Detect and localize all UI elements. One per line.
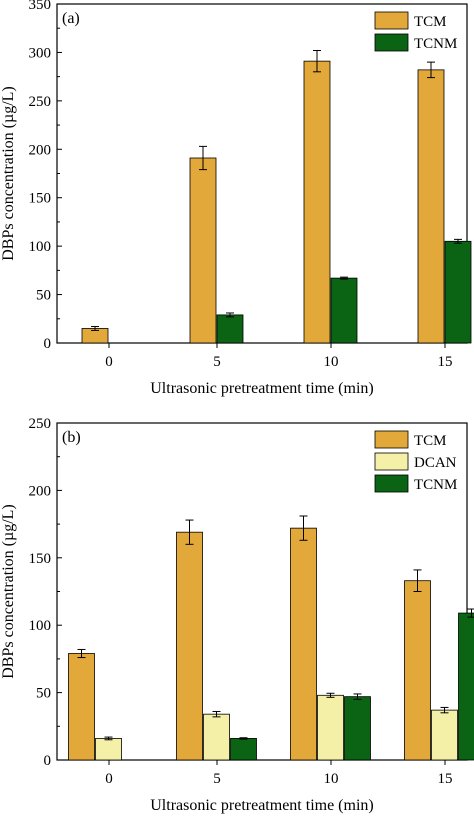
x-tick-label: 10 [324,354,339,370]
y-tick-label: 100 [29,239,52,255]
bar-tcm [303,60,331,344]
bar-tcm [189,157,217,344]
x-axis-title: Ultrasonic pretreatment time (min) [150,797,373,814]
y-tick-label: 150 [29,191,52,207]
y-tick-label: 250 [29,94,52,110]
x-axis-title: Ultrasonic pretreatment time (min) [150,380,373,397]
y-tick-label: 300 [29,45,52,61]
panel-b: (b) 0 50 100 150 200 250 0 5 10 15 TCM DCAN TCNM Ultra… [0,416,474,814]
y-tick-label: 0 [44,336,52,352]
panel-label: (a) [62,10,80,27]
legend-label: TCNM [414,477,457,493]
bar-tcm [68,653,95,761]
bar-tcnm [330,277,358,344]
plot-frame [56,3,468,344]
y-tick-label: 200 [29,142,52,158]
legend-label: DCAN [414,455,457,471]
bar-tcnm [344,696,371,761]
panel-label: (b) [62,429,81,446]
legend-swatch-tcm [374,11,409,30]
legend-label: TCM [414,433,447,449]
y-axis-title: DBPs concentration (µg/L) [0,504,17,679]
legend-label: TCNM [414,36,457,52]
bar-dcan [95,738,122,761]
y-tick-label: 250 [29,416,52,432]
y-tick-label: 200 [29,483,52,499]
bar-tcm [176,531,203,761]
x-tick-label: 0 [105,771,113,787]
y-tick-label: 50 [36,288,51,304]
legend-label: TCM [414,14,447,30]
bar-dcan [317,694,344,761]
bar-tcm [290,527,317,761]
bar-tcnm [230,738,257,761]
bar-tcnm [444,240,472,344]
legend-swatch-tcnm [374,474,409,493]
panel-a: (a) 0 50 100 150 200 250 300 350 0 5 10 15 TCM TCNM Ult… [0,0,472,397]
bar-dcan [431,709,458,761]
bar-tcnm [216,314,244,344]
legend-swatch-tcnm [374,33,409,52]
legend-swatch-dcan [374,452,409,471]
bar-tcm [404,580,431,761]
x-tick-label: 15 [438,354,453,370]
x-tick-label: 15 [438,771,453,787]
y-tick-label: 50 [36,686,51,702]
legend-swatch-tcm [374,430,409,449]
bar-tcnm [458,612,474,761]
y-tick-label: 0 [44,753,52,769]
x-tick-label: 5 [213,354,221,370]
y-axis-title: DBPs concentration (µg/L) [0,86,17,261]
x-tick-label: 5 [213,771,221,787]
y-tick-label: 100 [29,618,52,634]
x-tick-label: 10 [324,771,339,787]
y-tick-label: 150 [29,551,52,567]
y-tick-label: 350 [29,0,52,13]
bar-tcm [417,69,445,344]
x-tick-label: 0 [105,354,113,370]
bar-dcan [203,713,230,761]
